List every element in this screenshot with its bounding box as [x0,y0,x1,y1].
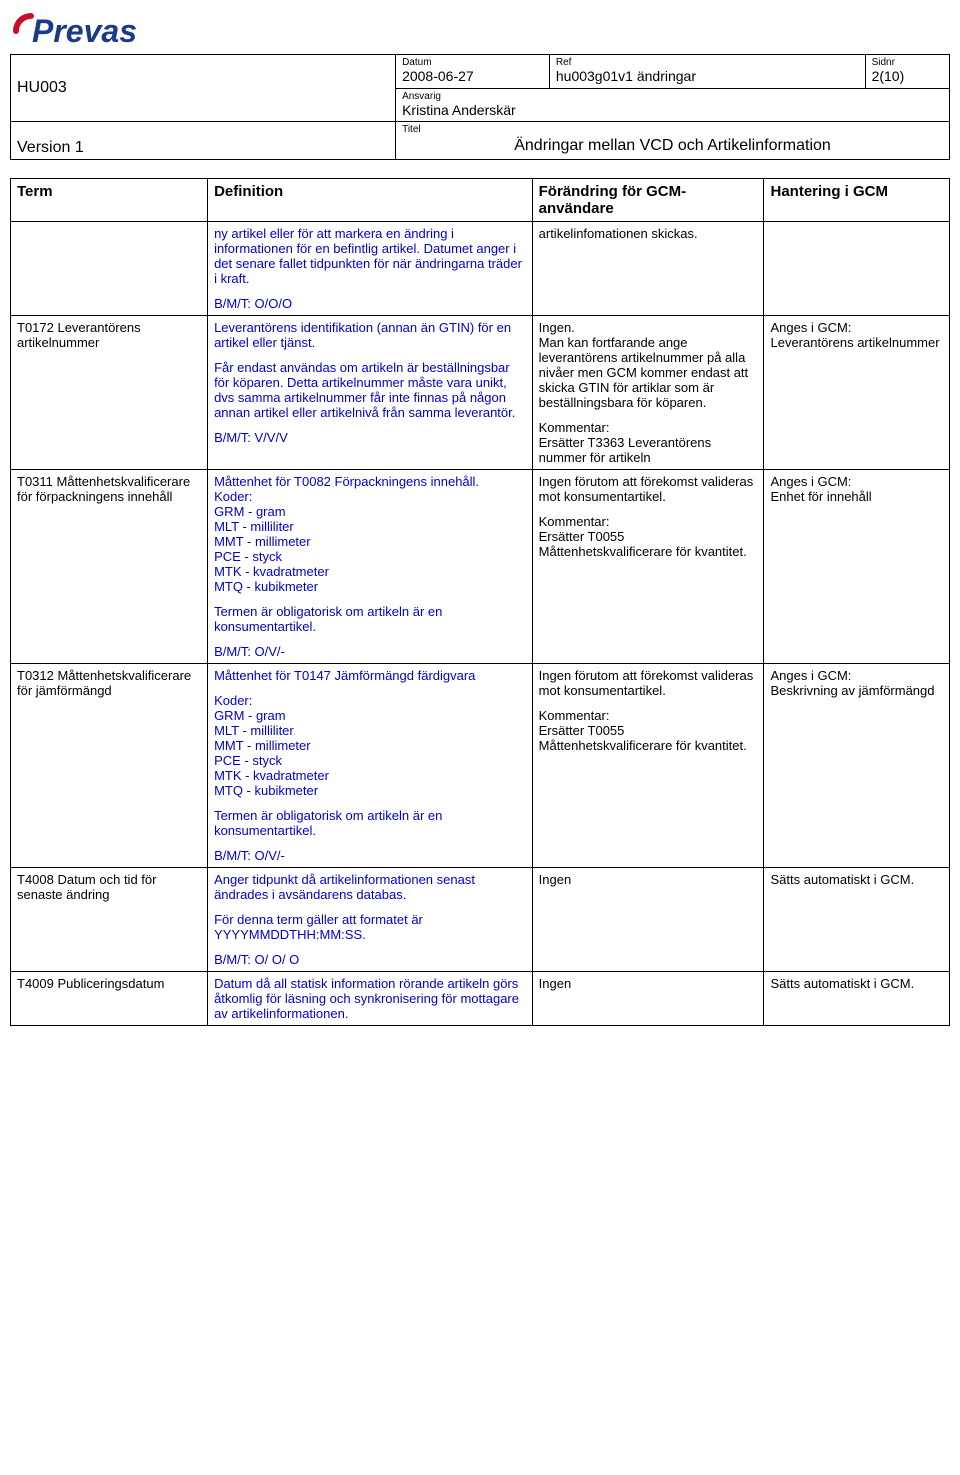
table-row: ny artikel eller för att markera en ändr… [11,222,950,316]
table-row: T4009 PubliceringsdatumDatum då all stat… [11,972,950,1026]
cell-definition: Anger tidpunkt då artikelinformationen s… [208,868,533,972]
table-row: T0312 Måttenhetskvalificerare för jämför… [11,664,950,868]
logo: Prevas [10,10,950,52]
cell-hantering: Anges i GCM: Enhet för innehåll [764,470,950,664]
table-header-row: Term Definition Förändring för GCM-använ… [11,179,950,222]
cell-term: T0172 Leverantörens artikelnummer [11,316,208,470]
value-datum: 2008-06-27 [402,68,474,84]
cell-forandring: Ingen förutom att förekomst valideras mo… [532,470,764,664]
value-sidnr: 2(10) [872,68,905,84]
label-titel: Titel [402,124,943,135]
cell-definition: ny artikel eller för att markera en ändr… [208,222,533,316]
cell-term: T0311 Måttenhetskvalificerare för förpac… [11,470,208,664]
cell-forandring: Ingen. Man kan fortfarande ange leverant… [532,316,764,470]
cell-hantering: Sätts automatiskt i GCM. [764,972,950,1026]
table-row: T0172 Leverantörens artikelnummerLeveran… [11,316,950,470]
col-definition: Definition [208,179,533,222]
svg-text:Prevas: Prevas [32,13,137,49]
cell-forandring: artikelinfomationen skickas. [532,222,764,316]
cell-hantering: Sätts automatiskt i GCM. [764,868,950,972]
value-ref: hu003g01v1 ändringar [556,68,696,84]
cell-forandring: Ingen [532,868,764,972]
value-version: Version 1 [17,139,84,156]
cell-term: T0312 Måttenhetskvalificerare för jämför… [11,664,208,868]
header-metadata-table: HU003 Datum 2008-06-27 Ref hu003g01v1 än… [10,54,950,160]
col-forandring: Förändring för GCM-användare [532,179,764,222]
cell-definition: Måttenhet för T0147 Jämförmängd färdigva… [208,664,533,868]
cell-hantering [764,222,950,316]
cell-term: T4009 Publiceringsdatum [11,972,208,1026]
cell-definition: Måttenhet för T0082 Förpackningens inneh… [208,470,533,664]
table-row: T0311 Måttenhetskvalificerare för förpac… [11,470,950,664]
cell-definition: Datum då all statisk information rörande… [208,972,533,1026]
cell-term [11,222,208,316]
col-hantering: Hantering i GCM [764,179,950,222]
table-row: T4008 Datum och tid för senaste ändringA… [11,868,950,972]
cell-forandring: Ingen [532,972,764,1026]
label-ansvarig: Ansvarig [402,91,943,102]
label-datum: Datum [402,57,543,68]
value-titel: Ändringar mellan VCD och Artikelinformat… [514,137,831,154]
cell-forandring: Ingen förutom att förekomst valideras mo… [532,664,764,868]
label-ref: Ref [556,57,859,68]
value-ansvarig: Kristina Anderskär [402,102,516,118]
cell-hantering: Anges i GCM: Leverantörens artikelnummer [764,316,950,470]
cell-definition: Leverantörens identifikation (annan än G… [208,316,533,470]
main-content-table: Term Definition Förändring för GCM-använ… [10,178,950,1026]
cell-term: T4008 Datum och tid för senaste ändring [11,868,208,972]
col-term: Term [11,179,208,222]
cell-hantering: Anges i GCM: Beskrivning av jämförmängd [764,664,950,868]
label-sidnr: Sidnr [872,57,943,68]
doc-code: HU003 [17,79,67,96]
